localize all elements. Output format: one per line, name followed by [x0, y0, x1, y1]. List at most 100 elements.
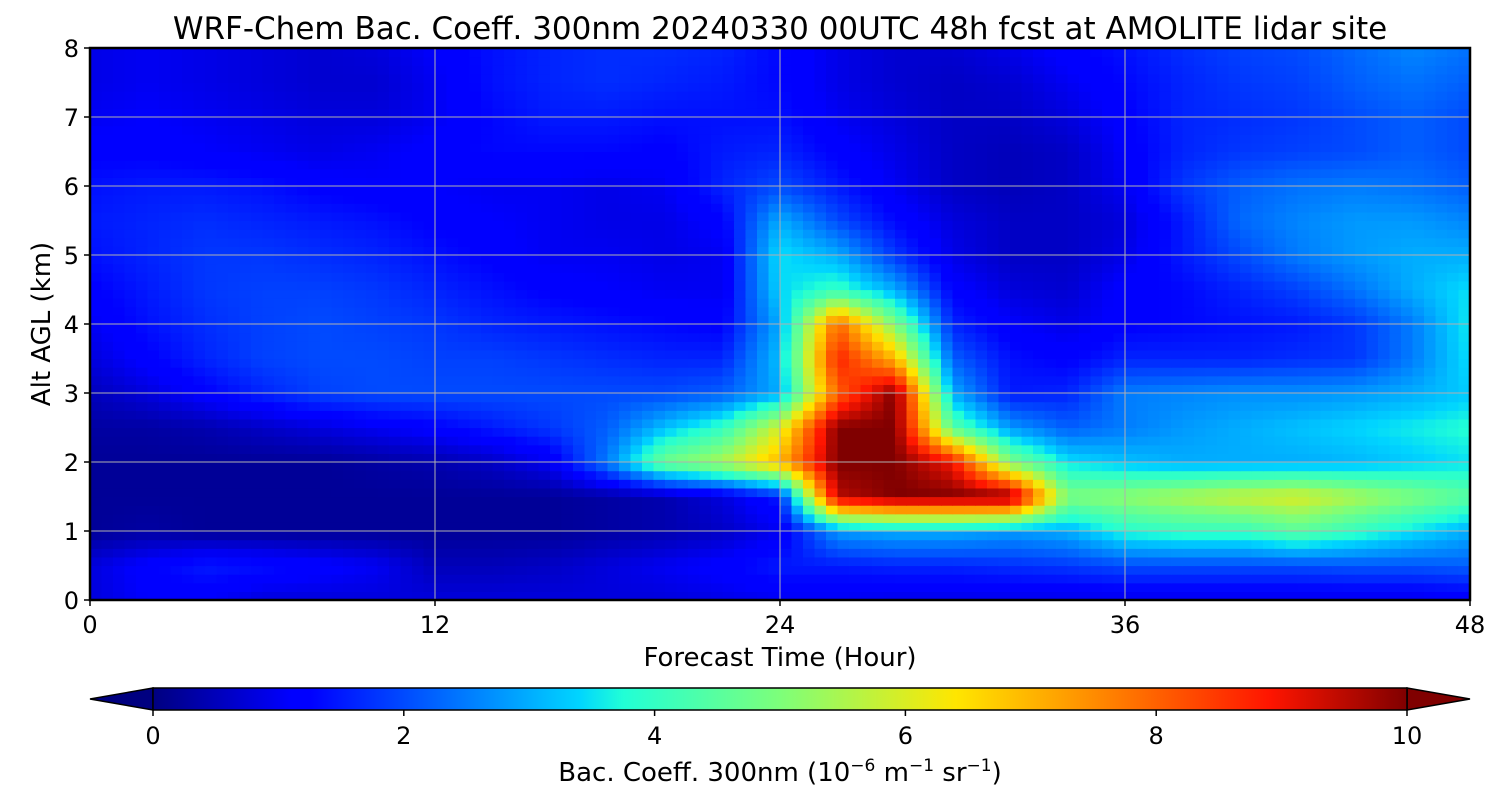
heatmap-cell [1286, 556, 1299, 567]
heatmap-cell [975, 462, 988, 472]
heatmap-cell [814, 470, 827, 480]
heatmap-cell [872, 453, 885, 463]
heatmap-cell [814, 263, 827, 273]
heatmap-cell [1297, 358, 1310, 368]
heatmap-cell [389, 539, 402, 549]
heatmap-cell [803, 462, 816, 472]
heatmap-cell [987, 522, 1000, 532]
heatmap-cell [711, 375, 724, 385]
heatmap-cell [101, 453, 114, 463]
heatmap-cell [1125, 410, 1138, 420]
heatmap-cell [952, 324, 965, 334]
heatmap-cell [906, 375, 919, 385]
heatmap-cell [596, 565, 609, 575]
heatmap-cell [791, 505, 804, 515]
heatmap-cell [883, 487, 896, 498]
heatmap-cell [1171, 574, 1184, 584]
heatmap-cell [883, 298, 896, 308]
heatmap-cell [711, 505, 724, 515]
heatmap-cell [1228, 358, 1241, 368]
heatmap-cell [1205, 272, 1218, 282]
heatmap-cell [1240, 306, 1253, 316]
heatmap-cell [1194, 574, 1207, 584]
heatmap-cell [262, 315, 275, 325]
heatmap-cell [883, 591, 896, 600]
heatmap-cell [101, 531, 114, 541]
heatmap-cell [964, 401, 977, 411]
heatmap-cell [1274, 272, 1287, 282]
heatmap-cell [1366, 324, 1379, 334]
heatmap-cell [941, 237, 954, 247]
heatmap-cell [481, 358, 494, 368]
heatmap-cell [1159, 591, 1172, 600]
heatmap-cell [561, 315, 574, 325]
heatmap-cell [504, 565, 517, 575]
heatmap-cell [630, 324, 643, 334]
heatmap-cell [320, 418, 333, 429]
heatmap-cell [1194, 505, 1207, 515]
heatmap-cell [262, 255, 275, 265]
heatmap-cell [147, 324, 160, 334]
heatmap-cell [205, 375, 218, 385]
heatmap-cell [642, 574, 655, 584]
heatmap-cell [504, 574, 517, 584]
heatmap-cell [1240, 487, 1253, 498]
heatmap-cell [469, 470, 482, 480]
heatmap-cell [653, 470, 666, 480]
heatmap-cell [561, 298, 574, 308]
heatmap-cell [1021, 556, 1034, 567]
heatmap-cell [1366, 418, 1379, 429]
heatmap-cell [1033, 298, 1046, 308]
heatmap-cell [400, 444, 413, 454]
heatmap-cell [1021, 505, 1034, 515]
heatmap-cell [929, 298, 942, 308]
heatmap-cell [136, 453, 149, 463]
heatmap-cell [1136, 246, 1149, 256]
heatmap-cell [734, 298, 747, 308]
heatmap-cell [1366, 513, 1379, 523]
heatmap-cell [1263, 531, 1276, 541]
heatmap-cell [412, 315, 425, 325]
heatmap-cell [228, 324, 241, 334]
heatmap-cell [285, 393, 298, 403]
heatmap-cell [320, 427, 333, 437]
heatmap-cell [193, 272, 206, 282]
heatmap-cell [343, 591, 356, 600]
heatmap-cell [975, 272, 988, 282]
heatmap-cell [469, 324, 482, 334]
heatmap-cell [837, 453, 850, 463]
heatmap-cell [1125, 444, 1138, 454]
heatmap-cell [481, 324, 494, 334]
heatmap-cell [435, 453, 448, 463]
heatmap-cell [1044, 272, 1057, 282]
heatmap-cell [642, 375, 655, 385]
heatmap-cell [251, 591, 264, 600]
heatmap-cell [412, 272, 425, 282]
heatmap-cell [1424, 548, 1437, 558]
heatmap-cell [1389, 246, 1402, 256]
heatmap-cell [285, 470, 298, 480]
heatmap-cell [860, 574, 873, 584]
heatmap-cell [872, 556, 885, 567]
heatmap-cell [1033, 574, 1046, 584]
heatmap-cell [1194, 367, 1207, 377]
heatmap-cell [1033, 522, 1046, 532]
heatmap-cell [1424, 418, 1437, 429]
heatmap-cell [1297, 479, 1310, 489]
heatmap-cell [711, 539, 724, 549]
heatmap-cell [331, 470, 344, 480]
heatmap-cell [170, 436, 183, 446]
heatmap-cell [297, 479, 310, 489]
heatmap-cell [1263, 298, 1276, 308]
heatmap-cell [1228, 315, 1241, 325]
heatmap-cell [699, 453, 712, 463]
heatmap-cell [492, 237, 505, 247]
heatmap-cell [124, 375, 137, 385]
heatmap-cell [734, 237, 747, 247]
heatmap-cell [699, 237, 712, 247]
heatmap-cell [1044, 565, 1057, 575]
heatmap-cell [1228, 401, 1241, 411]
heatmap-cell [895, 272, 908, 282]
heatmap-cell [826, 565, 839, 575]
heatmap-cell [1125, 582, 1138, 592]
